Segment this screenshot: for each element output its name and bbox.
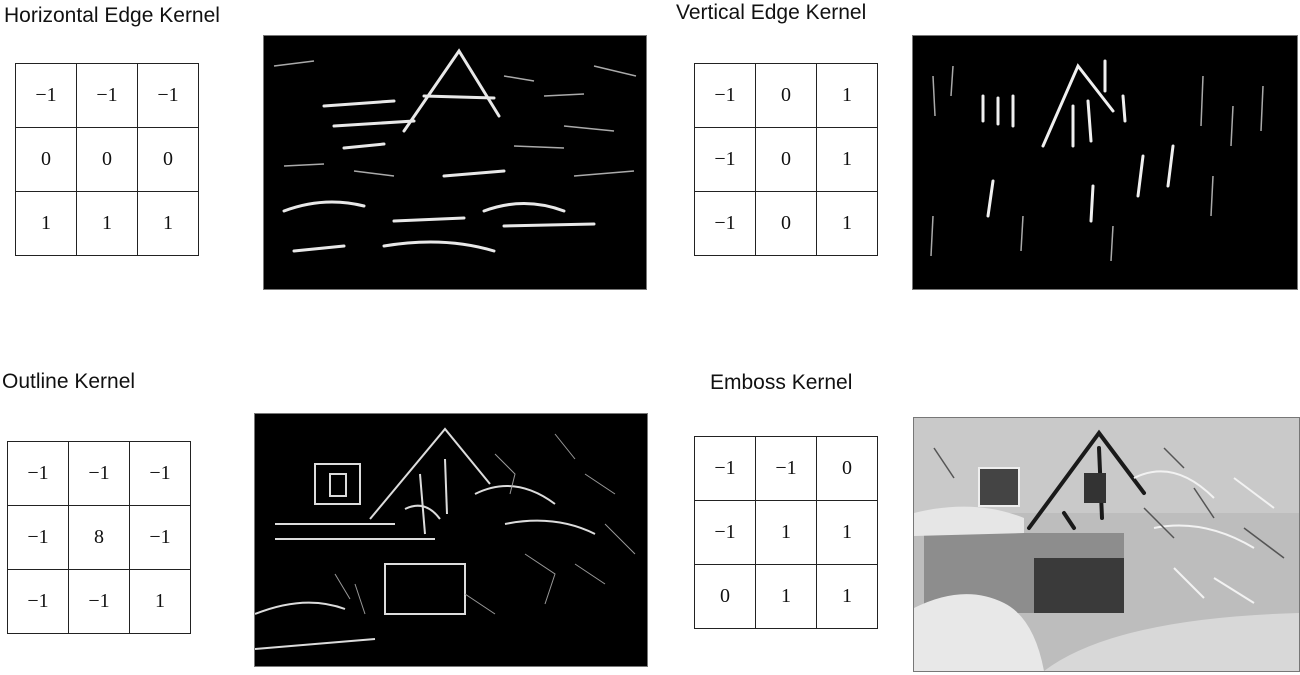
kernel-cell: −1 <box>694 127 756 192</box>
kernel-cell: 1 <box>15 191 77 256</box>
kernel-cell: 0 <box>816 436 878 501</box>
vertical-kernel-matrix: −1 0 1 −1 0 1 −1 0 1 <box>694 63 878 256</box>
kernel-cell: −1 <box>694 191 756 256</box>
kernel-cell: 0 <box>755 127 817 192</box>
kernel-cell: −1 <box>137 63 199 128</box>
kernel-cell: −1 <box>694 63 756 128</box>
kernel-cell: 1 <box>76 191 138 256</box>
kernel-cell: −1 <box>7 505 69 570</box>
kernel-cell: 1 <box>816 564 878 629</box>
kernel-cell: 0 <box>137 127 199 192</box>
kernel-cell: 1 <box>137 191 199 256</box>
emboss-kernel-matrix: −1 −1 0 −1 1 1 0 1 1 <box>694 436 878 629</box>
outline-kernel-matrix: −1 −1 −1 −1 8 −1 −1 −1 1 <box>7 441 191 634</box>
kernel-cell: −1 <box>76 63 138 128</box>
kernel-cell: 0 <box>755 63 817 128</box>
kernel-cell: 0 <box>755 191 817 256</box>
horizontal-kernel-matrix: −1 −1 −1 0 0 0 1 1 1 <box>15 63 199 256</box>
kernel-cell: −1 <box>7 441 69 506</box>
kernel-cell: 0 <box>694 564 756 629</box>
house-photo-horizontal-edges <box>264 36 646 289</box>
kernel-cell: −1 <box>15 63 77 128</box>
house-photo-outline <box>255 414 647 666</box>
vertical-edge-result-image <box>912 35 1298 290</box>
outline-result-image <box>254 413 648 667</box>
kernel-cell: 8 <box>68 505 130 570</box>
emboss-kernel-title: Emboss Kernel <box>710 371 853 394</box>
kernel-cell: 1 <box>816 127 878 192</box>
kernel-cell: 1 <box>755 500 817 565</box>
kernel-cell: 1 <box>816 191 878 256</box>
kernel-cell: −1 <box>68 569 130 634</box>
kernel-cell: −1 <box>129 505 191 570</box>
kernel-cell: 1 <box>816 500 878 565</box>
kernel-cell: −1 <box>694 436 756 501</box>
kernel-cell: 1 <box>129 569 191 634</box>
kernel-cell: −1 <box>755 436 817 501</box>
vertical-kernel-title: Vertical Edge Kernel <box>676 1 867 24</box>
kernel-cell: −1 <box>129 441 191 506</box>
kernel-cell: −1 <box>68 441 130 506</box>
house-photo-emboss <box>914 418 1299 671</box>
horizontal-edge-result-image <box>263 35 647 290</box>
emboss-result-image <box>913 417 1300 672</box>
kernel-cell: −1 <box>7 569 69 634</box>
outline-kernel-title: Outline Kernel <box>2 370 136 393</box>
horizontal-kernel-title: Horizontal Edge Kernel <box>4 4 220 27</box>
kernel-cell: 1 <box>816 63 878 128</box>
kernel-cell: 0 <box>15 127 77 192</box>
kernel-cell: −1 <box>694 500 756 565</box>
kernel-cell: 0 <box>76 127 138 192</box>
kernel-cell: 1 <box>755 564 817 629</box>
house-photo-vertical-edges <box>913 36 1297 289</box>
